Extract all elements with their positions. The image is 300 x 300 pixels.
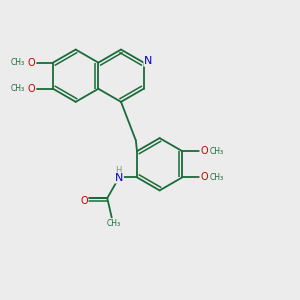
Text: N: N	[115, 173, 123, 183]
Text: H: H	[116, 166, 122, 175]
Text: CH₃: CH₃	[10, 84, 24, 93]
Text: CH₃: CH₃	[10, 58, 24, 67]
Text: O: O	[200, 172, 208, 182]
Text: N: N	[144, 56, 152, 66]
Text: CH₃: CH₃	[106, 219, 120, 228]
Text: O: O	[28, 58, 35, 68]
Text: O: O	[80, 196, 88, 206]
Text: O: O	[200, 146, 208, 156]
Text: CH₃: CH₃	[210, 147, 224, 156]
Text: O: O	[28, 84, 35, 94]
Text: CH₃: CH₃	[210, 173, 224, 182]
